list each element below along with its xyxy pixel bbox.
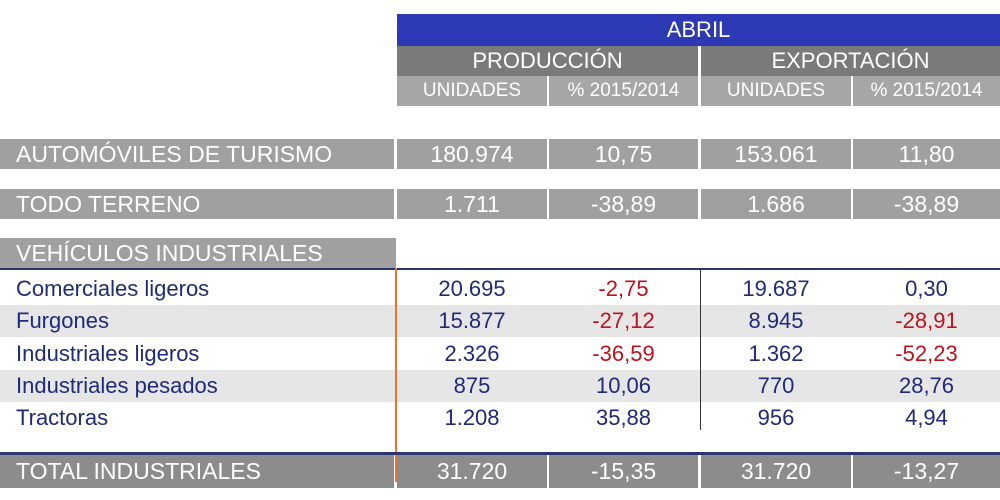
section-label-industriales: VEHÍCULOS INDUSTRIALES [0, 238, 396, 268]
row-label-tractoras: Tractoras [16, 405, 109, 430]
ind-pesados-prod-units: 875 [453, 373, 491, 398]
row-label-furgones: Furgones [16, 308, 109, 333]
row-label-total: TOTAL INDUSTRIALES [0, 455, 394, 488]
turismo-exp-pct: 11,80 [853, 139, 1000, 169]
row-label-turismo: AUTOMÓVILES DE TURISMO [0, 139, 394, 169]
ind-ligeros-exp-units: 1.362 [748, 341, 804, 366]
furgones-exp-pct: -28,91 [895, 308, 958, 333]
ind-pesados-prod-pct: 10,06 [595, 373, 652, 398]
ind-ligeros-exp-pct: -52,23 [895, 341, 958, 366]
header-exp-units: UNIDADES [701, 76, 851, 106]
comerciales-exp-pct: 0,30 [905, 276, 948, 301]
todo-terreno-exp-units: 1.686 [701, 189, 851, 219]
tractoras-prod-units: 1.208 [444, 405, 500, 430]
column-divider-line [700, 270, 701, 430]
tractoras-prod-pct: 35,88 [595, 405, 652, 430]
orange-divider-line [395, 268, 397, 482]
header-production: PRODUCCIÓN [397, 46, 698, 76]
ind-pesados-exp-pct: 28,76 [898, 373, 955, 398]
furgones-exp-units: 8.945 [748, 308, 804, 333]
turismo-prod-pct: 10,75 [549, 139, 698, 169]
row-label-industriales-pesados: Industriales pesados [16, 373, 218, 398]
total-prod-units: 31.720 [397, 455, 547, 488]
comerciales-prod-units: 20.695 [438, 276, 506, 301]
turismo-exp-units: 153.061 [701, 139, 851, 169]
row-band [0, 370, 1000, 402]
tractoras-exp-units: 956 [757, 405, 795, 430]
header-prod-units: UNIDADES [397, 76, 547, 106]
furgones-prod-units: 15.877 [438, 308, 506, 333]
ind-ligeros-prod-pct: -36,59 [592, 341, 655, 366]
todo-terreno-exp-pct: -38,89 [853, 189, 1000, 219]
total-divider [0, 452, 1000, 455]
tractoras-exp-pct: 4,94 [905, 405, 948, 430]
section-divider [0, 268, 1000, 270]
header-exp-pct: % 2015/2014 [853, 76, 1000, 106]
todo-terreno-prod-units: 1.711 [397, 189, 547, 219]
header-month: ABRIL [397, 14, 1000, 46]
row-label-comerciales-ligeros: Comerciales ligeros [16, 276, 210, 301]
header-export: EXPORTACIÓN [701, 46, 1000, 76]
comerciales-exp-units: 19.687 [742, 276, 810, 301]
furgones-prod-pct: -27,12 [592, 308, 655, 333]
row-label-todo-terreno: TODO TERRENO [0, 189, 394, 219]
ind-ligeros-prod-units: 2.326 [444, 341, 500, 366]
comerciales-prod-pct: -2,75 [598, 276, 649, 301]
ind-pesados-exp-units: 770 [757, 373, 795, 398]
header-prod-pct: % 2015/2014 [549, 76, 698, 106]
todo-terreno-prod-pct: -38,89 [549, 189, 698, 219]
row-band [0, 305, 1000, 337]
total-prod-pct: -15,35 [549, 455, 698, 488]
turismo-prod-units: 180.974 [397, 139, 547, 169]
total-exp-pct: -13,27 [853, 455, 1000, 488]
total-exp-units: 31.720 [701, 455, 851, 488]
row-label-industriales-ligeros: Industriales ligeros [16, 341, 200, 366]
